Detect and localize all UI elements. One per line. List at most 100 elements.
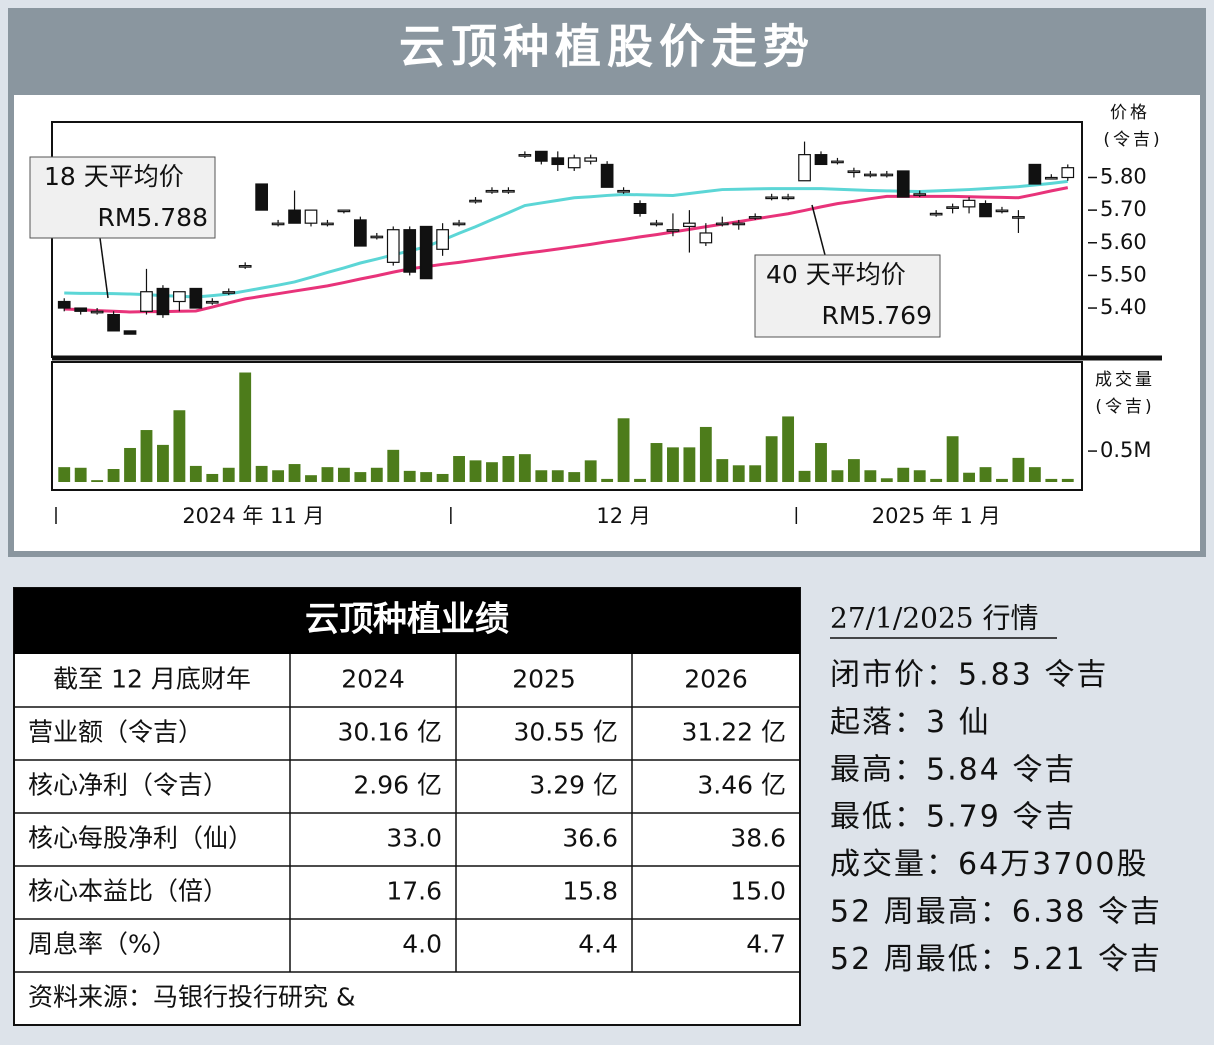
y-tick-label: 5.40 (1100, 295, 1147, 319)
quote-heading: 27/1/2025 行情 (830, 602, 1038, 635)
volume-bar (716, 459, 729, 482)
candle-body (732, 222, 746, 226)
candle-body (666, 229, 680, 232)
candle-body (337, 209, 351, 213)
candle-body (288, 209, 301, 224)
volume-bar (1028, 467, 1041, 482)
table-title: 云顶种植业绩 (305, 600, 509, 640)
candle-body (1012, 216, 1025, 219)
candle-body (173, 291, 186, 303)
volume-bar (1012, 457, 1025, 482)
volume-bar (58, 467, 71, 482)
volume-bar (913, 470, 926, 482)
volume-bar (486, 462, 498, 482)
candle-body (814, 154, 828, 166)
candle-body (831, 160, 844, 164)
volume-frame (51, 361, 1083, 491)
candle-body (995, 209, 1009, 213)
candle-body (847, 170, 861, 174)
annotation-box (754, 254, 941, 338)
table-cell: 30.16 亿 (337, 718, 442, 747)
volume-bar (502, 456, 515, 482)
quote-item: 最高：5.84 令吉 (830, 752, 1076, 787)
x-tick-label: 12 月 (596, 504, 650, 528)
candle-body (781, 196, 795, 200)
annotation-name: 18 天平均价 (44, 162, 184, 191)
volume-bar (337, 467, 350, 482)
candle-body (140, 291, 153, 312)
volume-bar (897, 467, 910, 482)
quote-item: 52 周最高：6.38 令吉 (830, 895, 1162, 930)
quote-item: 成交量：64万3700股 (830, 847, 1149, 882)
pointer (811, 204, 826, 256)
pointer (99, 237, 109, 299)
volume-bar (601, 478, 614, 482)
volume-bar (584, 460, 597, 482)
volume-bar (1045, 478, 1058, 482)
candle-body (962, 199, 976, 208)
candle-body (107, 313, 120, 332)
candle-body (271, 222, 285, 226)
volume-bar (436, 473, 449, 482)
volume-bar (946, 436, 959, 482)
volume-bar (798, 470, 811, 482)
table-cell: 17.6 (386, 877, 442, 906)
table-header (14, 588, 800, 654)
table-column-header: 2024 (341, 665, 405, 694)
quote-item: 闭市价：5.83 令吉 (830, 658, 1108, 693)
table-cell: 核心本益比（倍） (28, 877, 228, 906)
candle-body (551, 157, 565, 166)
table-cell: 30.55 亿 (513, 718, 618, 747)
candle-body (419, 225, 433, 280)
volume-bar (667, 447, 679, 482)
volume-bar (815, 443, 827, 482)
volume-bar (518, 454, 531, 482)
table-cell: 4.0 (402, 930, 442, 959)
x-tick-label: 2025 年 1 月 (872, 504, 1001, 528)
candle-body (1061, 167, 1075, 179)
volume-bar (1061, 478, 1074, 482)
volume-bar (387, 449, 400, 482)
table-cell: 3.46 亿 (697, 771, 786, 800)
table-cell: 4.4 (578, 930, 618, 959)
table-cell: 3.29 亿 (529, 771, 618, 800)
candle-body (913, 193, 927, 196)
candle-body (321, 222, 334, 226)
candle-body (386, 229, 400, 263)
table-cell: 15.8 (562, 877, 618, 906)
volume-bar (699, 426, 712, 482)
volume-bar (469, 460, 482, 482)
annotation-value: RM5.788 (97, 203, 208, 232)
volume-bar (370, 467, 383, 482)
volume-bar (617, 418, 630, 482)
candle-body (617, 189, 630, 193)
table-column-header: 截至 12 月底财年 (53, 665, 251, 694)
y-tick-label: 5.60 (1100, 230, 1147, 254)
annotation-value: RM5.769 (821, 301, 932, 330)
candle-body (370, 235, 384, 239)
volume-bar (683, 447, 696, 482)
candle-body (57, 300, 71, 309)
table-cell: 营业额（令吉） (28, 718, 203, 747)
y-tick-label: 5.50 (1100, 262, 1147, 286)
quote-item: 52 周最低：5.21 令吉 (830, 942, 1162, 977)
table-cell: 周息率（%） (28, 930, 177, 959)
candle-body (436, 229, 449, 250)
volume-label: 成交量 (1095, 370, 1155, 390)
candle-body (1044, 176, 1058, 180)
candle-body (715, 222, 729, 226)
volume-bar (996, 478, 1008, 482)
candle-body (469, 199, 482, 203)
annotation-box (29, 156, 216, 239)
candle-body (304, 209, 318, 224)
volume-bar (880, 478, 893, 482)
volume-bar (535, 470, 548, 482)
volume-bar (847, 459, 860, 482)
candle-body (205, 300, 219, 304)
table-body: 截至 12 月底财年 2024 2025 2026 营业额（令吉） 30.16 亿 30.5… (14, 654, 800, 1012)
candle-body (189, 287, 203, 309)
volume-bar (749, 465, 762, 482)
candle-body (896, 170, 910, 198)
candle-body (567, 157, 581, 169)
